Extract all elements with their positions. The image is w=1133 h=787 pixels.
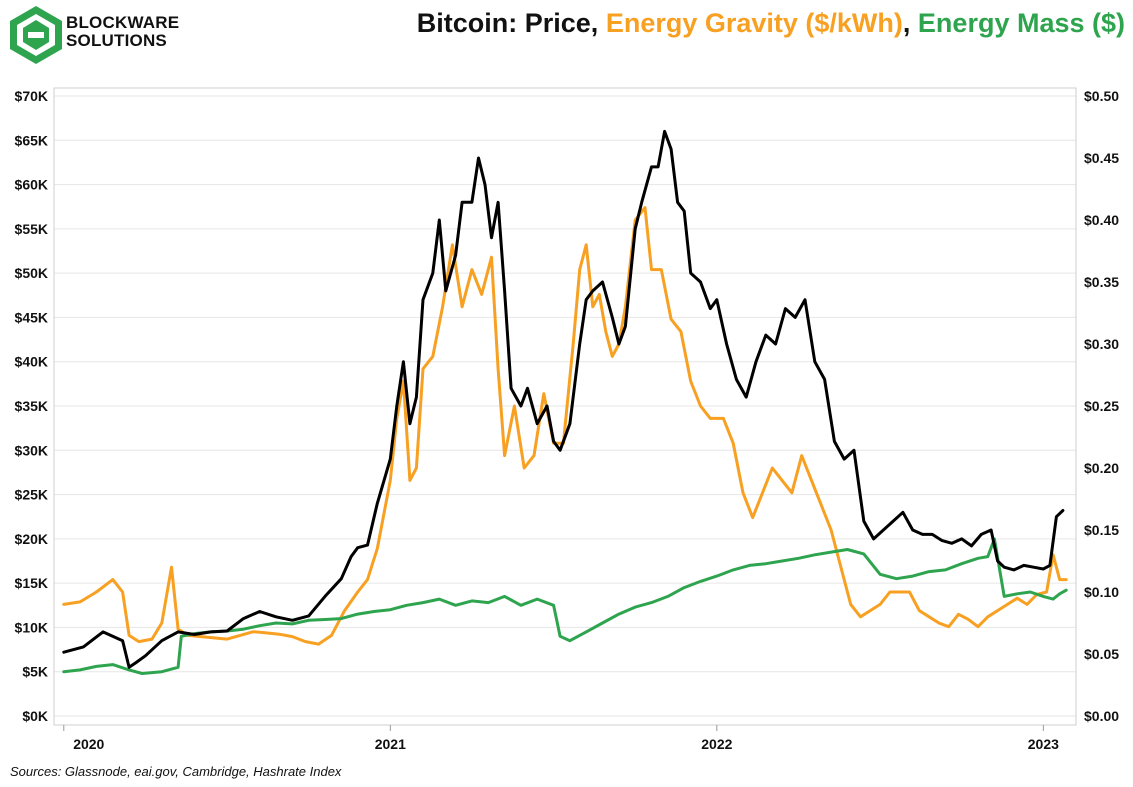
plot-frame [53, 87, 1077, 726]
title-price: Bitcoin: Price [416, 8, 591, 38]
x-tick-label: 2021 [375, 736, 406, 752]
grid-layer [54, 95, 1076, 717]
right-tick-label: $0.25 [1084, 398, 1119, 414]
series-line-price [62, 129, 1065, 669]
sources-note: Sources: Glassnode, eai.gov, Cambridge, … [10, 764, 342, 779]
x-axis: 2020 2021 2022 2023 [63, 725, 1059, 752]
right-axis: $0.00 $0.05 $0.10 $0.15 $0.20 $0.25 $0.30 $0.35… [1084, 88, 1119, 724]
title-energy-gravity: Energy Gravity ($/kWh) [605, 8, 903, 38]
right-tick-label: $0.10 [1084, 584, 1119, 600]
left-tick-label: $35K [15, 398, 48, 414]
chart-title: Bitcoin: Price, Energy Gravity ($/kWh), … [417, 8, 1125, 39]
left-tick-label: $60K [15, 177, 48, 193]
title-sep2: , [902, 8, 918, 38]
x-tick-label: 2022 [701, 736, 732, 752]
left-tick-label: $30K [15, 442, 48, 458]
left-tick-label: $40K [15, 354, 48, 370]
brand-name: BLOCKWARE SOLUTIONS [66, 14, 179, 50]
left-tick-label: $0K [22, 708, 48, 724]
series-line-energy-gravity-kwh- [62, 206, 1068, 646]
title-energy-mass: Energy Mass ($) [917, 8, 1125, 38]
right-tick-label: $0.30 [1084, 336, 1119, 352]
right-tick-label: $0.45 [1084, 150, 1119, 166]
right-tick-label: $0.20 [1084, 460, 1119, 476]
right-tick-label: $0.05 [1084, 646, 1119, 662]
left-tick-label: $5K [22, 664, 48, 680]
right-tick-label: $0.50 [1084, 88, 1119, 104]
right-tick-label: $0.00 [1084, 708, 1119, 724]
brand-line1: BLOCKWARE [66, 13, 180, 32]
blockware-logo-icon [10, 6, 62, 64]
left-tick-label: $70K [15, 88, 48, 104]
x-tick-label: 2020 [73, 736, 104, 752]
right-tick-label: $0.35 [1084, 274, 1119, 290]
left-tick-label: $65K [15, 132, 48, 148]
title-sep1: , [590, 8, 606, 38]
right-tick-label: $0.15 [1084, 522, 1119, 538]
left-tick-label: $10K [15, 619, 48, 635]
series-layer [62, 129, 1068, 675]
left-tick-label: $20K [15, 531, 48, 547]
left-tick-label: $25K [15, 487, 48, 503]
left-tick-label: $45K [15, 309, 48, 325]
logo-bar [28, 32, 44, 38]
left-axis: $0K $5K $10K $15K $20K $25K $30K $35K $40K $45K $5… [15, 88, 48, 724]
right-tick-label: $0.40 [1084, 212, 1119, 228]
left-tick-label: $55K [15, 221, 48, 237]
left-tick-label: $50K [15, 265, 48, 281]
brand-line2: SOLUTIONS [66, 31, 167, 50]
left-tick-label: $15K [15, 575, 48, 591]
x-tick-label: 2023 [1028, 736, 1059, 752]
